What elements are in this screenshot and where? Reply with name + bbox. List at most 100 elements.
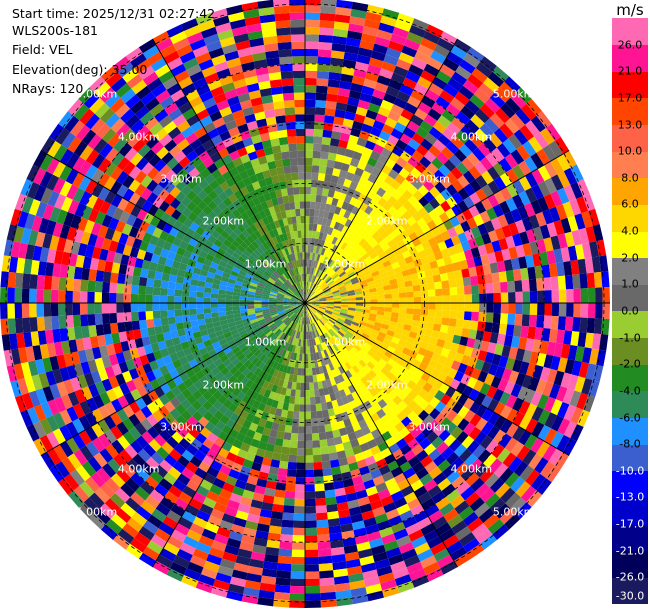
gate-cell bbox=[268, 277, 276, 284]
gate-cell bbox=[171, 336, 181, 346]
gate-cell bbox=[411, 444, 424, 456]
gate-cell bbox=[63, 379, 75, 395]
gate-cell bbox=[203, 339, 213, 348]
gate-cell bbox=[225, 306, 233, 312]
gate-cell bbox=[154, 64, 171, 78]
gate-cell bbox=[207, 190, 219, 201]
gate-cell bbox=[125, 543, 143, 559]
gate-cell bbox=[106, 343, 116, 356]
gate-cell bbox=[266, 350, 274, 358]
gate-cell bbox=[363, 329, 372, 336]
gate-cell bbox=[283, 282, 290, 289]
gate-cell bbox=[407, 138, 421, 151]
gate-cell bbox=[284, 358, 290, 367]
gate-cell bbox=[87, 303, 95, 315]
gate-cell bbox=[82, 256, 92, 269]
gate-cell bbox=[413, 510, 429, 523]
gate-cell bbox=[206, 145, 218, 157]
gate-cell bbox=[269, 265, 276, 273]
gate-cell bbox=[228, 530, 243, 542]
gate-cell bbox=[374, 36, 391, 48]
gate-cell bbox=[90, 472, 106, 488]
gate-cell bbox=[318, 209, 325, 218]
gate-cell bbox=[259, 353, 267, 362]
gate-cell bbox=[558, 289, 567, 303]
gate-cell bbox=[110, 272, 119, 284]
gate-cell bbox=[261, 298, 269, 302]
gate-cell bbox=[455, 462, 470, 476]
gate-cell bbox=[494, 503, 511, 519]
gate-cell bbox=[217, 565, 234, 577]
gate-cell bbox=[235, 510, 249, 521]
gate-cell bbox=[229, 366, 239, 375]
gate-cell bbox=[423, 31, 441, 45]
gate-cell bbox=[254, 187, 264, 197]
gate-cell bbox=[454, 91, 470, 106]
gate-cell bbox=[222, 216, 233, 226]
gate-cell bbox=[444, 238, 455, 249]
gate-cell bbox=[305, 353, 309, 362]
gate-cell bbox=[226, 590, 244, 602]
gate-cell bbox=[471, 523, 488, 539]
gate-cell bbox=[280, 314, 288, 321]
gate-cell bbox=[456, 286, 465, 296]
gate-cell bbox=[333, 480, 345, 490]
velocity-gates bbox=[0, 0, 610, 608]
gate-cell bbox=[186, 150, 199, 162]
gate-cell bbox=[385, 47, 402, 59]
gate-cell bbox=[256, 341, 264, 350]
gate-cell bbox=[315, 505, 328, 514]
gate-cell bbox=[463, 538, 481, 553]
gate-cell bbox=[311, 304, 320, 308]
gate-cell bbox=[305, 27, 320, 35]
gate-cell bbox=[199, 427, 212, 439]
gate-cell bbox=[232, 332, 241, 340]
gate-cell bbox=[522, 349, 533, 364]
gate-cell bbox=[145, 97, 160, 112]
gate-cell bbox=[123, 201, 136, 214]
gate-cell bbox=[460, 105, 476, 120]
gate-cell bbox=[308, 230, 313, 239]
gate-cell bbox=[350, 323, 359, 330]
gate-cell bbox=[269, 375, 277, 385]
gate-cell bbox=[453, 223, 465, 236]
gate-cell bbox=[522, 291, 531, 303]
gate-cell bbox=[185, 504, 200, 517]
gate-cell bbox=[379, 271, 388, 279]
gate-cell bbox=[116, 468, 131, 483]
gate-cell bbox=[122, 188, 135, 202]
gate-cell bbox=[309, 382, 315, 391]
gate-cell bbox=[203, 472, 216, 485]
gate-cell bbox=[441, 446, 454, 460]
gate-cell bbox=[232, 109, 245, 120]
gate-cell bbox=[563, 167, 577, 185]
gate-cell bbox=[276, 475, 287, 484]
gate-cell bbox=[273, 591, 290, 601]
gate-cell bbox=[348, 305, 356, 309]
gate-cell bbox=[344, 148, 355, 158]
gate-cell bbox=[429, 197, 441, 210]
gate-cell bbox=[392, 26, 410, 39]
gate-cell bbox=[80, 279, 89, 292]
gate-cell bbox=[310, 245, 315, 253]
gate-cell bbox=[40, 136, 56, 155]
gate-cell bbox=[443, 83, 459, 98]
gate-cell bbox=[126, 73, 143, 89]
gate-cell bbox=[233, 227, 242, 237]
gate-cell bbox=[408, 529, 424, 542]
gate-cell bbox=[311, 297, 319, 301]
gate-cell bbox=[566, 303, 574, 318]
gate-cell bbox=[320, 224, 326, 233]
gate-cell bbox=[205, 253, 215, 262]
gate-cell bbox=[316, 328, 322, 337]
gate-cell bbox=[316, 289, 323, 295]
gate-cell bbox=[407, 95, 422, 109]
gate-cell bbox=[309, 291, 315, 298]
gate-cell bbox=[255, 425, 265, 435]
gate-cell bbox=[331, 361, 338, 370]
gate-cell bbox=[397, 479, 411, 491]
gate-cell bbox=[182, 283, 191, 291]
gate-cell bbox=[67, 136, 82, 153]
gate-cell bbox=[91, 422, 105, 438]
gate-cell bbox=[460, 373, 471, 386]
